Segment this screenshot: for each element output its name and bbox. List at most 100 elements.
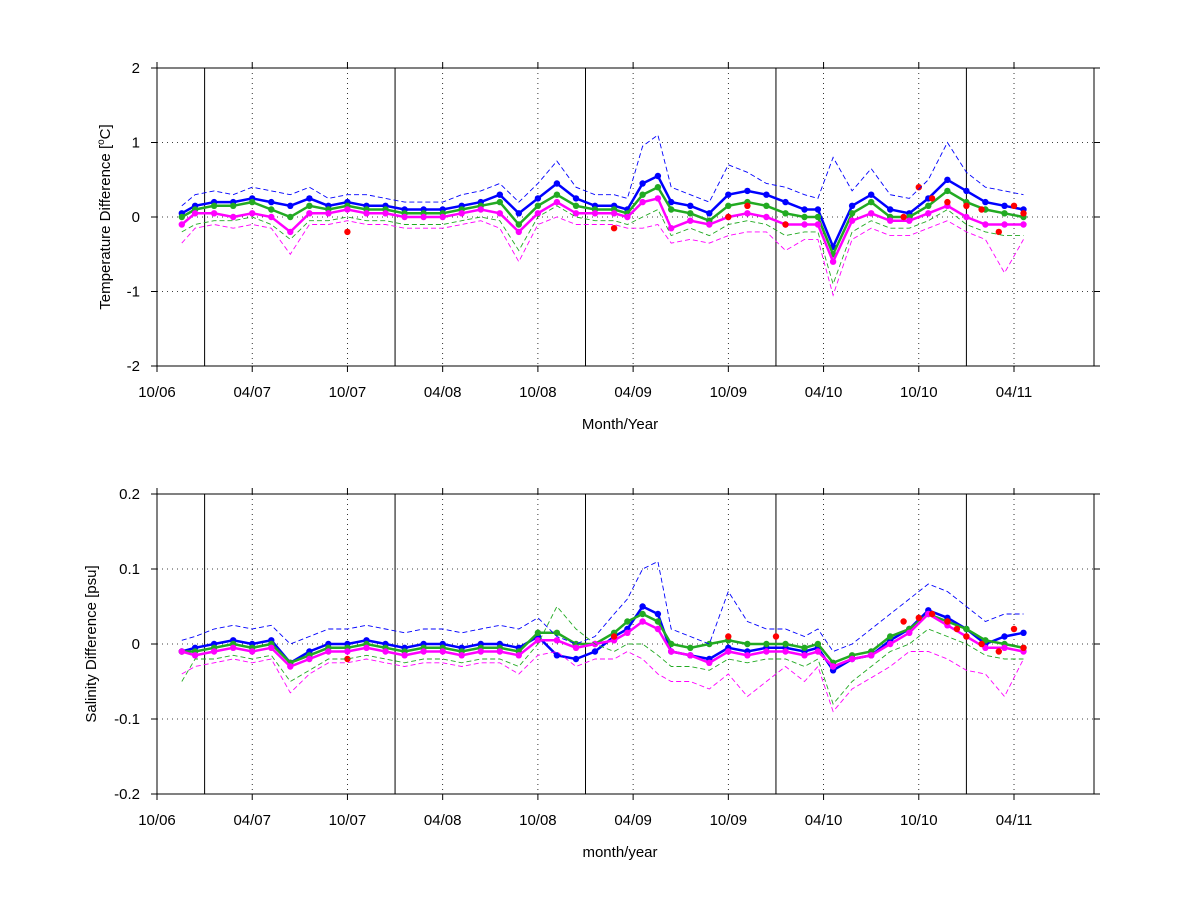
temperature-blue-point: [963, 187, 970, 195]
salinity-magenta-point: [534, 637, 542, 644]
temperature-x-tick-label: 04/08: [424, 384, 462, 401]
salinity-blue-point: [591, 648, 599, 655]
temperature-blue-point: [534, 195, 542, 202]
salinity-magenta-point: [496, 648, 503, 655]
temperature-blue-point: [744, 187, 751, 195]
temperature-magenta-point: [982, 221, 989, 228]
salinity-x-axis-label: month/year: [582, 844, 657, 861]
salinity-red-point: [915, 614, 922, 621]
temperature-x-tick-label: 10/09: [710, 384, 748, 401]
temperature-magenta-point: [829, 258, 837, 265]
temperature-red-point: [744, 202, 751, 209]
temperature-green-point: [668, 206, 675, 213]
temperature-green-dashed-line: [181, 205, 1024, 286]
temperature-magenta-point: [458, 210, 465, 217]
temperature-magenta-point: [344, 206, 351, 213]
temperature-magenta-point: [420, 213, 427, 221]
salinity-magenta-point: [687, 652, 694, 659]
temperature-green-point: [801, 213, 808, 221]
salinity-magenta-point: [654, 625, 662, 633]
temperature-magenta-point: [687, 217, 694, 224]
temperature-magenta-point: [639, 198, 646, 206]
temperature-y-label-main: Temperature Difference [: [97, 144, 114, 310]
temperature-green-point: [249, 198, 256, 206]
temperature-magenta-point: [249, 210, 256, 217]
temperature-y-tick-label: -1: [127, 284, 140, 301]
salinity-series: [178, 560, 1027, 713]
temperature-green-point: [534, 202, 542, 209]
temperature-green-point: [944, 187, 951, 195]
temperature-blue-point: [268, 198, 275, 206]
temperature-magenta-point: [1020, 221, 1027, 228]
salinity-green-point: [668, 640, 675, 648]
temperature-green-point: [639, 191, 646, 198]
temperature-blue-point: [982, 198, 989, 206]
temperature-magenta-point: [325, 210, 332, 217]
salinity-green-point: [744, 640, 751, 648]
temperature-blue-point: [572, 195, 580, 202]
temperature-magenta-point: [230, 213, 237, 221]
temperature-x-tick-label: 10/08: [519, 384, 557, 401]
temperature-magenta-point: [848, 217, 856, 224]
salinity-green-point: [763, 640, 770, 648]
salinity-panel: -0.2-0.100.10.2 10/06 04/07 10/07 04/08 10/0…: [83, 486, 1100, 861]
temperature-magenta-point: [382, 210, 389, 217]
salinity-magenta-point: [515, 652, 522, 659]
salinity-green-point: [687, 644, 694, 651]
temperature-ticks: [151, 62, 1100, 372]
temperature-magenta-point: [906, 217, 913, 224]
salinity-red-point: [944, 618, 951, 625]
temperature-blue-dashed-line: [181, 134, 1024, 207]
temperature-green-point: [814, 213, 822, 221]
salinity-magenta-point: [782, 648, 789, 655]
salinity-magenta-point: [420, 648, 427, 655]
salinity-x-tick-label: 04/07: [233, 812, 271, 829]
salinity-magenta-point: [572, 644, 580, 651]
salinity-magenta-point: [382, 648, 389, 655]
temperature-magenta-point: [439, 213, 446, 221]
temperature-green-point: [306, 202, 313, 209]
temperature-magenta-point: [363, 210, 370, 217]
temperature-blue-point: [1001, 202, 1008, 209]
temperature-green-point: [868, 198, 875, 206]
temperature-magenta-point: [963, 213, 970, 221]
salinity-magenta-point: [801, 652, 808, 659]
salinity-magenta-point: [458, 652, 465, 659]
temperature-green-point: [687, 210, 694, 217]
salinity-green-point: [801, 644, 808, 651]
salinity-magenta-point: [1001, 644, 1008, 651]
salinity-green-point: [553, 629, 561, 636]
salinity-magenta-point: [178, 648, 185, 655]
temperature-blue-point: [868, 191, 875, 198]
temperature-blue-point: [725, 191, 732, 198]
temperature-magenta-point: [210, 210, 218, 217]
salinity-green-point: [534, 629, 542, 636]
salinity-blue-dashed-line: [181, 560, 1024, 653]
salinity-green-point: [782, 640, 789, 648]
temperature-blue-point: [706, 210, 713, 217]
temperature-green-point: [572, 202, 580, 209]
temperature-magenta-point: [668, 225, 675, 232]
temperature-x-tick-label: 04/10: [805, 384, 843, 401]
salinity-red-point: [953, 625, 961, 633]
salinity-green-point: [887, 633, 894, 640]
temperature-blue-point: [496, 191, 503, 198]
temperature-blue-point: [639, 180, 646, 187]
temperature-magenta-point: [763, 213, 770, 221]
temperature-green-point: [725, 202, 732, 209]
salinity-magenta-point: [553, 637, 561, 644]
temperature-y-label-superscript: o: [96, 139, 107, 145]
temperature-x-axis-label: Month/Year: [582, 416, 658, 433]
temperature-blue-point: [944, 176, 951, 183]
temperature-blue-point: [553, 180, 561, 187]
salinity-green-point: [639, 610, 646, 618]
salinity-x-tick-labels: 10/06 04/07 10/07 04/08 10/08 04/09 10/09 04/10…: [138, 812, 1032, 829]
salinity-red-point: [725, 633, 732, 640]
salinity-magenta-point: [829, 663, 837, 670]
temperature-x-tick-label: 10/06: [138, 384, 176, 401]
salinity-red-point: [772, 633, 780, 640]
temperature-magenta-point: [306, 210, 313, 217]
temperature-magenta-point: [610, 210, 618, 217]
